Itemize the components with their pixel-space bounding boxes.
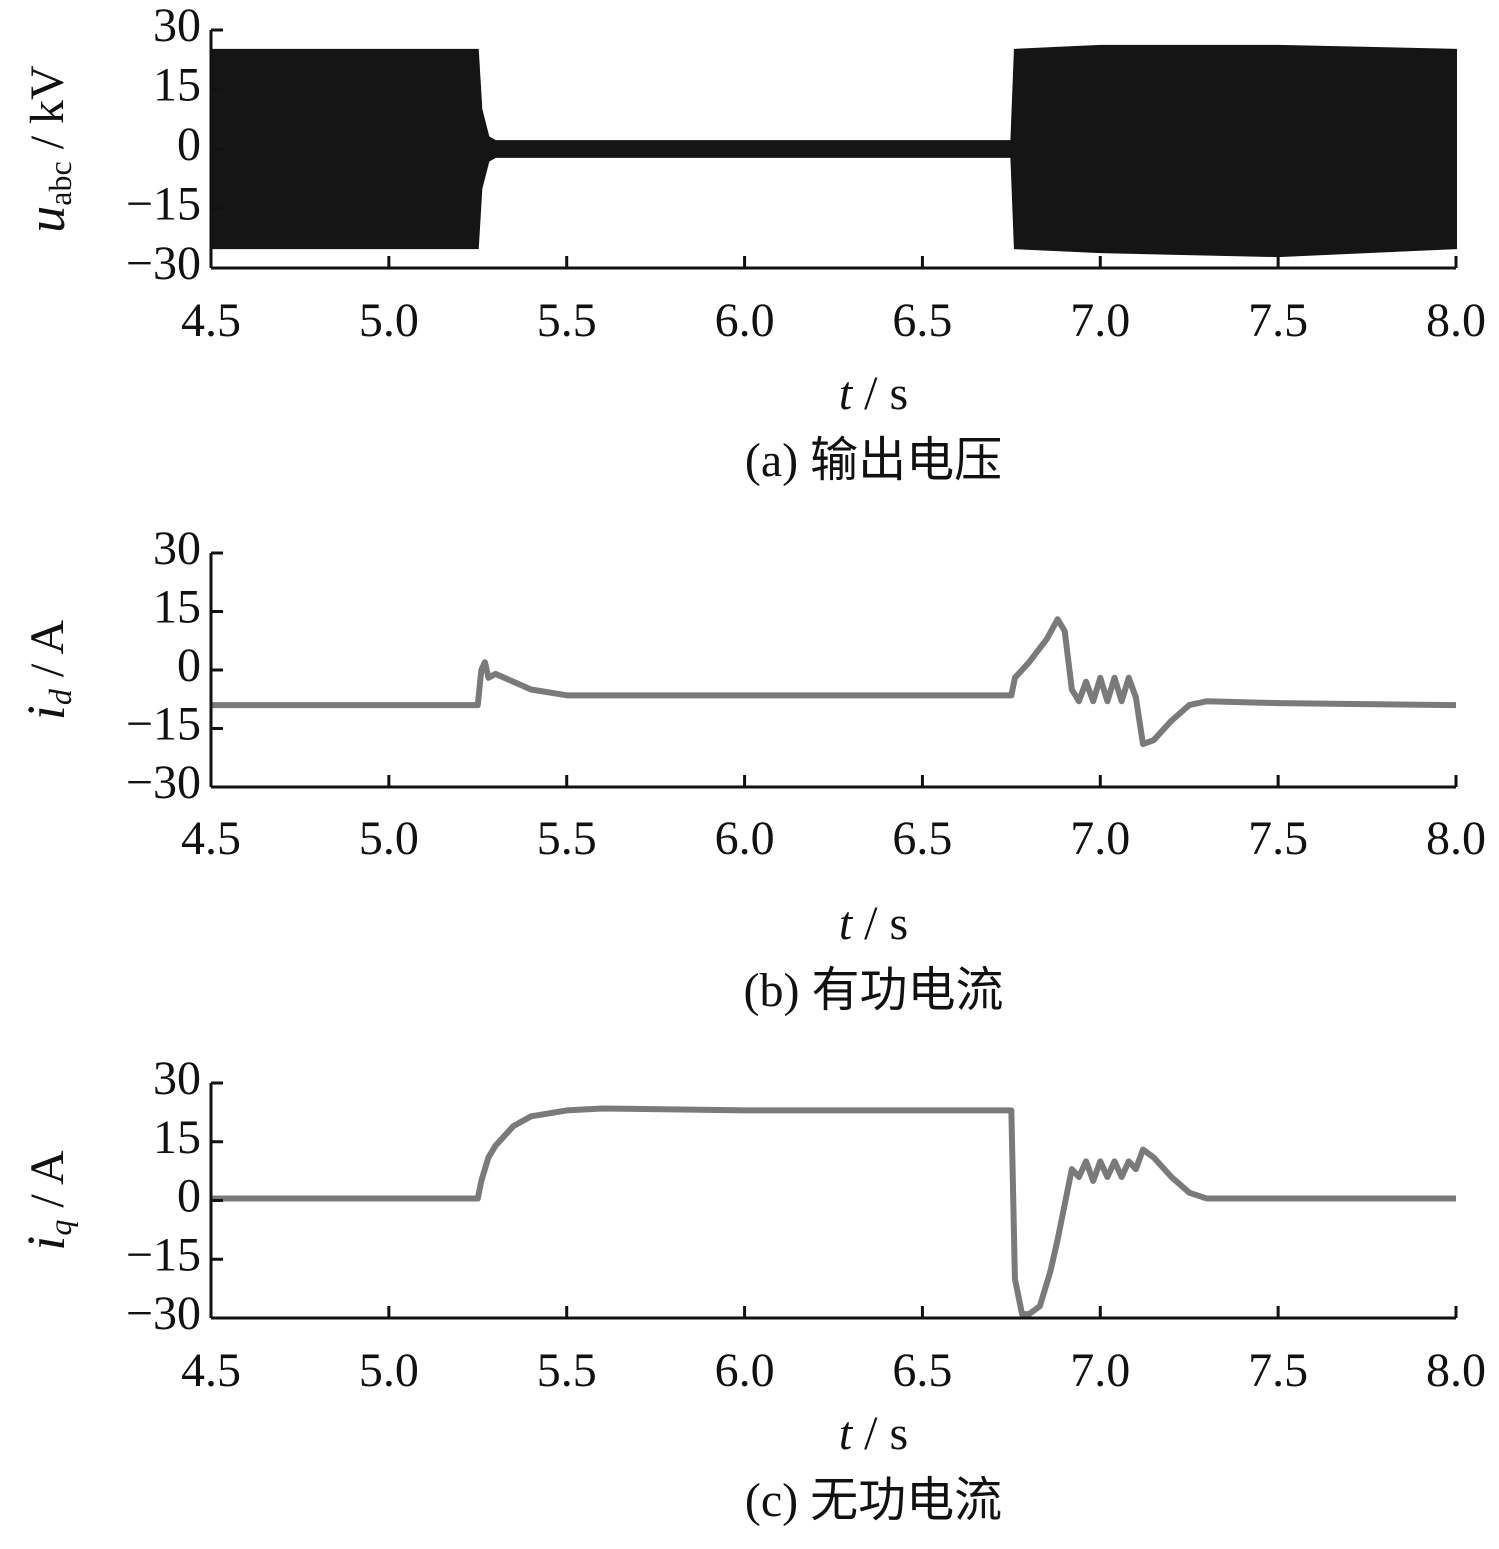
y-label-sub: q [42,1220,78,1236]
y-tick-label: −15 [126,1228,201,1281]
x-label-var: t [839,897,854,950]
x-tick-label: 7.0 [1070,1344,1130,1397]
y-tick-label: 0 [177,639,201,692]
x-tick-label: 5.5 [537,294,597,347]
x-label-unit: / s [852,897,908,950]
x-label-var: t [839,367,854,420]
y-axis-label: uabc / kV [16,65,78,233]
y-label-unit: / A [21,1150,74,1220]
y-axis-label: iq / A [16,1150,78,1251]
x-tick-label: 6.0 [715,294,775,347]
y-tick-label: 30 [153,1052,201,1105]
current-line [211,1105,1456,1318]
x-tick-label: 5.0 [359,294,419,347]
y-tick-label: −15 [126,178,201,231]
y-tick-label: 30 [153,522,201,575]
y-tick-label: 15 [153,1111,201,1164]
y-label-var: i [16,1236,76,1251]
x-tick-label: 5.0 [359,812,419,865]
x-tick-label: 6.0 [715,1344,775,1397]
x-tick-label: 4.5 [181,1344,241,1397]
x-tick-label: 4.5 [181,812,241,865]
x-axis-label: t / s [839,1407,908,1460]
y-label-unit: / A [21,619,74,689]
voltage-band [210,44,1457,258]
x-tick-label: 6.5 [892,294,952,347]
y-label-sub: d [42,688,78,705]
y-tick-label: 0 [177,118,201,171]
x-tick-label: 6.5 [892,812,952,865]
caption: (a) 输出电压 [745,434,1002,487]
y-tick-label: 15 [153,59,201,112]
y-label-var: u [16,206,76,233]
x-tick-label: 8.0 [1426,294,1486,347]
y-tick-label: 15 [153,581,201,634]
x-axis-label: t / s [839,367,908,420]
x-tick-label: 8.0 [1426,812,1486,865]
y-label-unit: / kV [21,65,74,161]
x-tick-label: 7.0 [1070,812,1130,865]
x-tick-label: 7.0 [1070,294,1130,347]
x-tick-label: 4.5 [181,294,241,347]
x-tick-label: 6.0 [715,812,775,865]
x-label-unit: / s [852,367,908,420]
y-tick-label: −30 [126,237,201,290]
y-tick-label: 30 [153,0,201,52]
y-axis-label: id / A [16,619,78,720]
x-label-var: t [839,1407,854,1460]
y-tick-label: −30 [126,1287,201,1340]
x-tick-label: 5.5 [537,1344,597,1397]
y-tick-label: −30 [126,756,201,809]
y-tick-label: −15 [126,698,201,751]
caption: (c) 无功电流 [745,1474,1002,1527]
x-tick-label: 6.5 [892,1344,952,1397]
current-line [211,616,1457,748]
y-label-sub: abc [42,161,78,205]
x-label-unit: / s [852,1407,908,1460]
y-label-var: i [16,705,76,720]
x-tick-label: 8.0 [1426,1344,1486,1397]
x-tick-label: 7.5 [1248,1344,1308,1397]
x-tick-label: 5.0 [359,1344,419,1397]
x-tick-label: 7.5 [1248,812,1308,865]
caption: (b) 有功电流 [744,964,1004,1017]
x-tick-label: 7.5 [1248,294,1308,347]
x-axis-label: t / s [839,897,908,950]
y-tick-label: 0 [177,1170,201,1223]
x-tick-label: 5.5 [537,812,597,865]
